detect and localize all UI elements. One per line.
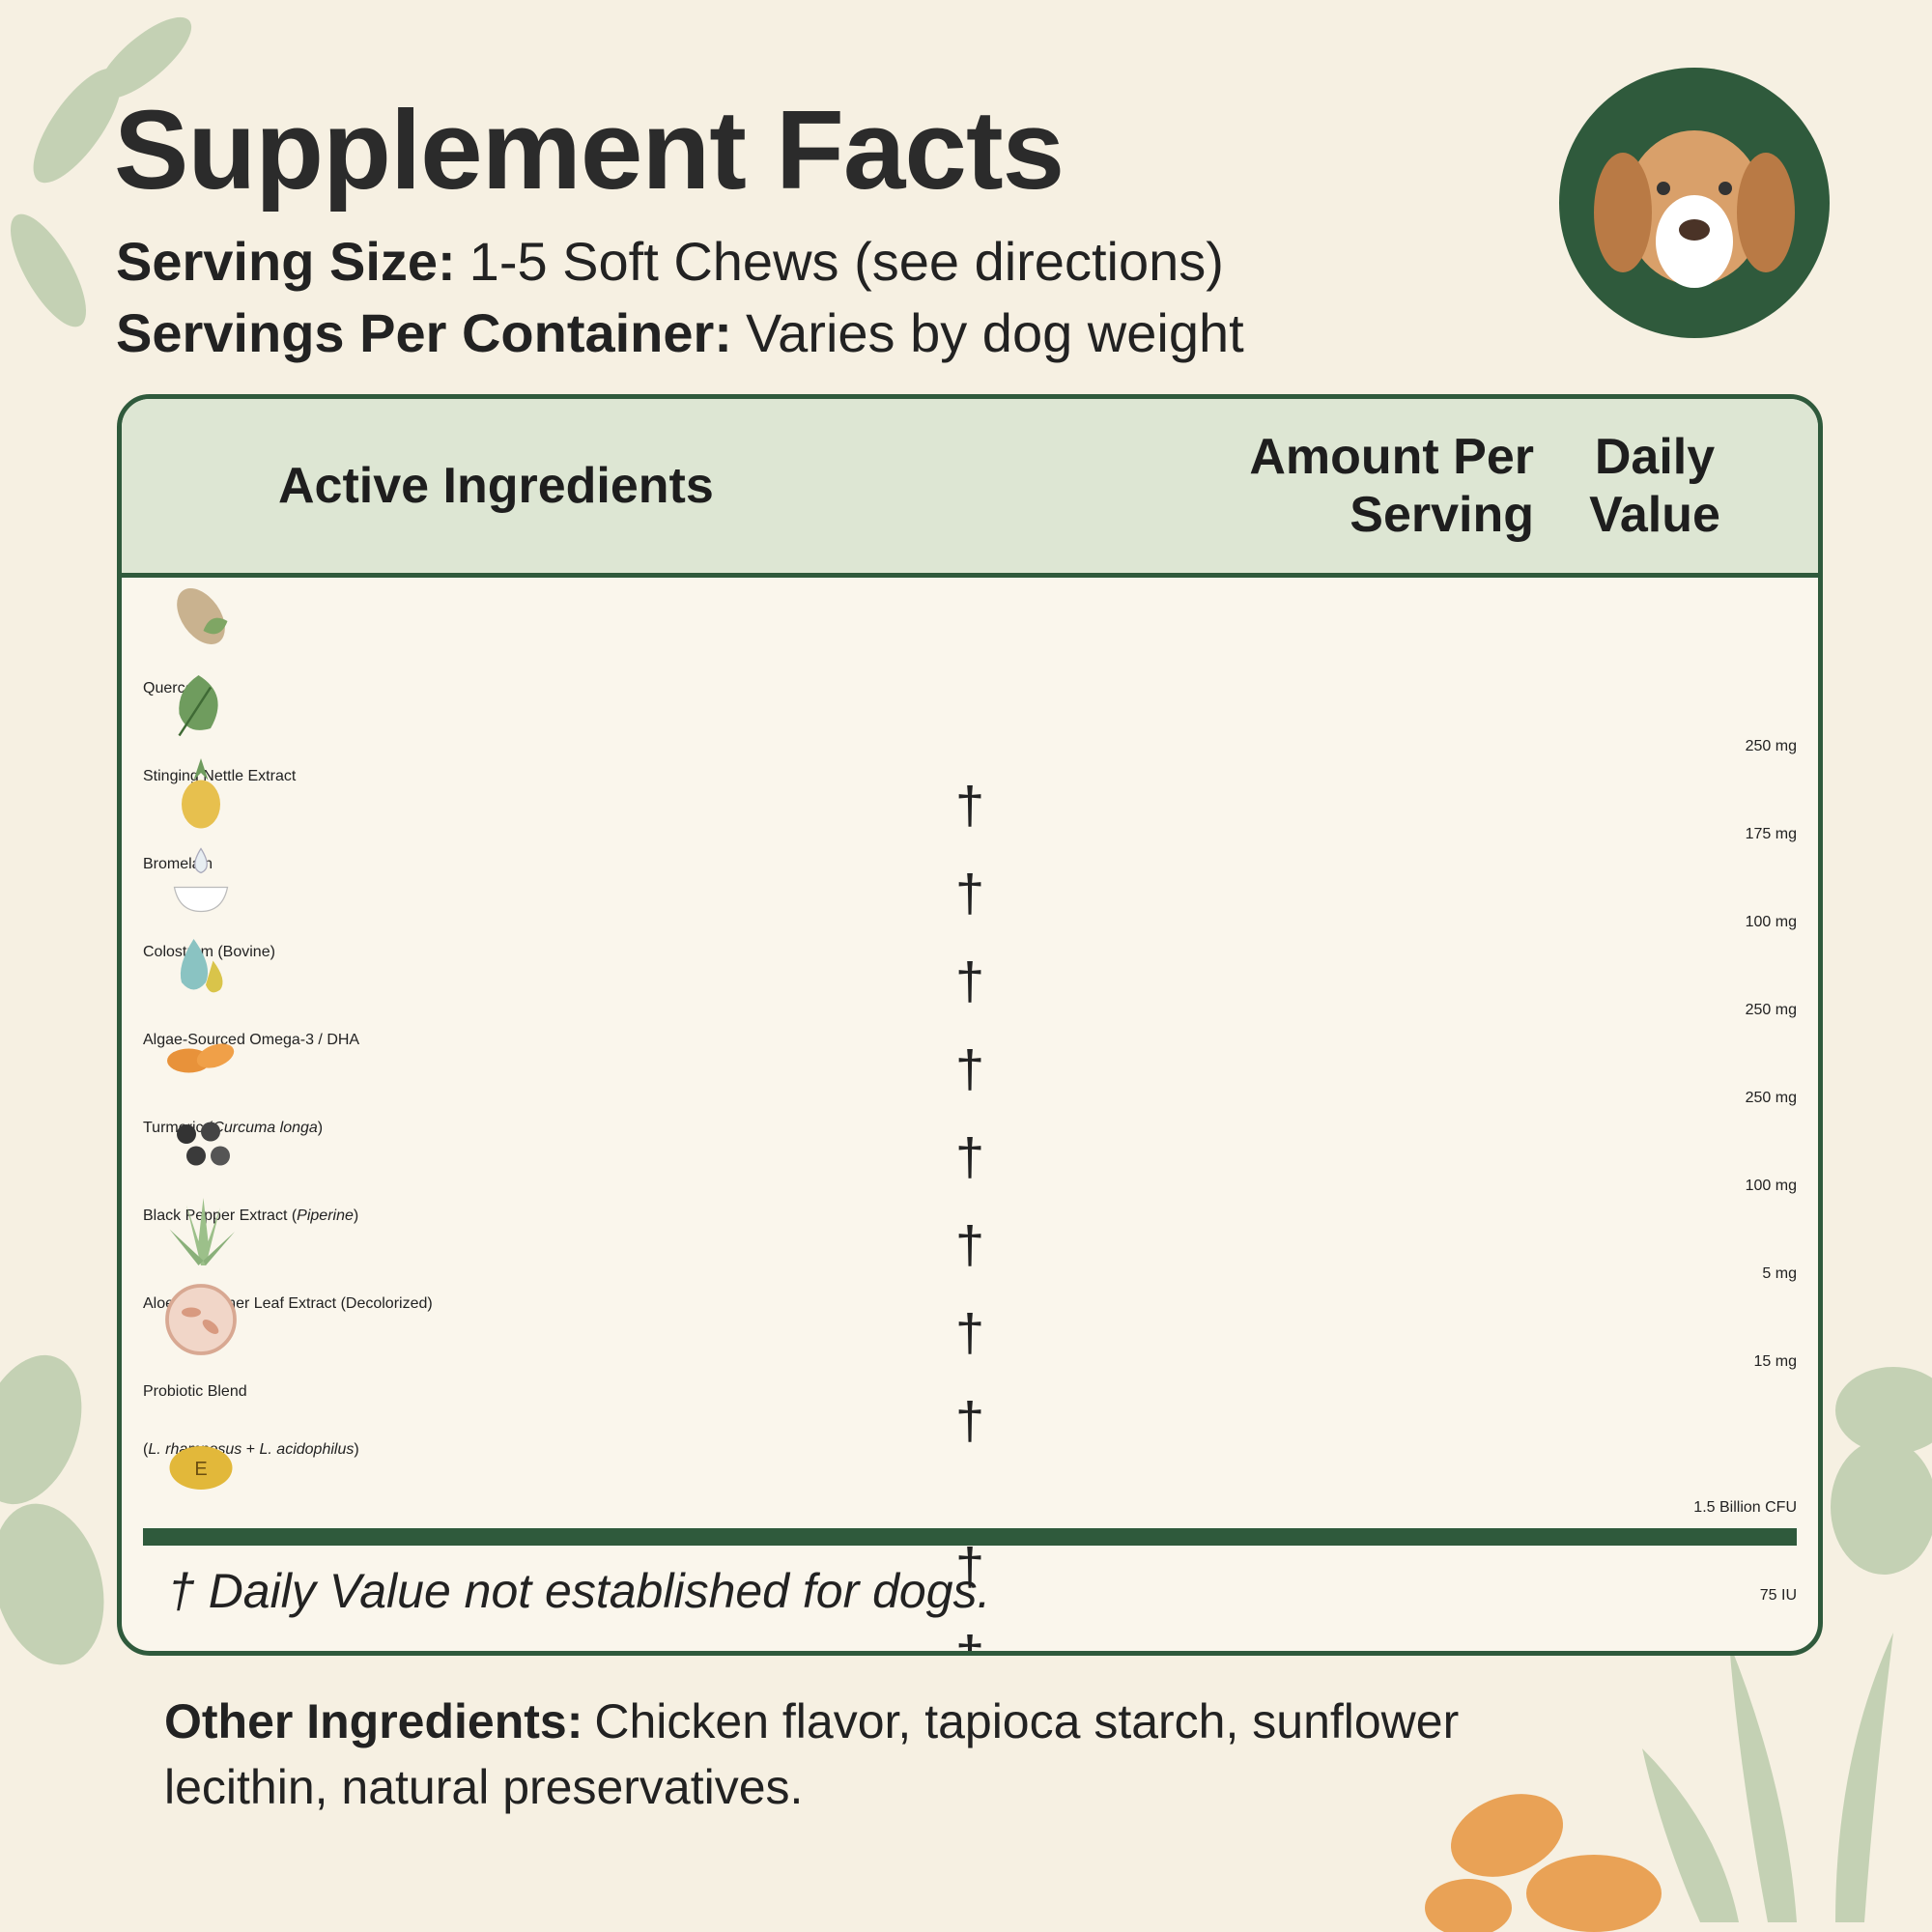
name-line: Probiotic Blend: [143, 1363, 1797, 1421]
label: Servings Per Container:: [116, 302, 732, 363]
daily-value: †: [954, 1392, 985, 1450]
text: Stinging Nettle Extract: [143, 768, 297, 784]
amount: 1.5 Billion CFU: [1693, 1499, 1797, 1516]
daily-value: †: [954, 952, 985, 1010]
daily-value: †: [954, 777, 985, 835]
italic-text: L. acidophilus: [259, 1441, 355, 1458]
servings-per-container: Servings Per Container: Varies by dog wei…: [116, 301, 1244, 364]
amount: 250 mg: [1745, 1090, 1797, 1106]
daily-value: †: [954, 865, 985, 923]
value: Varies by dog weight: [745, 302, 1244, 363]
icon: [180, 939, 223, 993]
name-line: Algae-Sourced Omega-3 / DHA: [143, 1011, 1797, 1069]
daily-value: †: [954, 1538, 985, 1596]
amount: 250 mg: [1745, 738, 1797, 754]
italic-text: Piperine: [297, 1208, 354, 1224]
name-line: Colostrum (Bovine): [143, 923, 1797, 981]
label: Serving Size:: [116, 231, 456, 292]
column-header: Active Ingredients: [278, 458, 714, 514]
icon: [173, 847, 229, 913]
daily-value: †: [954, 1128, 985, 1186]
amount: 75 IU: [1759, 1587, 1797, 1604]
icon: [182, 758, 220, 829]
other-ingredients: Other Ingredients: Chicken flavor, tapioc…: [164, 1689, 1613, 1820]
ingredient-name: Algae-Sourced Omega-3 / DHA: [143, 1011, 1797, 1069]
icon: E: [169, 1446, 233, 1490]
amount: 250 mg: [1745, 1002, 1797, 1018]
daily-value: †: [954, 1216, 985, 1274]
value: 1-5 Soft Chews (see directions): [469, 231, 1224, 292]
daily-value: †: [954, 1626, 985, 1656]
svg-text:E: E: [194, 1459, 207, 1480]
table-body: Quercetin 250 mg † Stinging Nettle Extract 1…: [143, 578, 1797, 1651]
footnote: † Daily Value not established for dogs.: [168, 1564, 991, 1618]
amount: 175 mg: [1745, 826, 1797, 842]
icon: [177, 1122, 230, 1166]
amount: 100 mg: [1745, 914, 1797, 930]
serving-size: Serving Size: 1-5 Soft Chews (see directi…: [116, 230, 1224, 293]
ingredient-name: Colostrum (Bovine): [143, 923, 1797, 981]
ingredient-name: Stinging Nettle Extract: [143, 748, 1797, 806]
icon: [177, 588, 228, 644]
amount: 100 mg: [1745, 1178, 1797, 1194]
text: (: [143, 1441, 149, 1458]
text: +: [242, 1441, 260, 1458]
amount: 5 mg: [1762, 1265, 1797, 1282]
column-header: Daily Value: [1589, 429, 1720, 543]
text: ): [317, 1120, 324, 1136]
icon: [178, 675, 218, 737]
text: Colostrum (Bovine): [143, 944, 275, 960]
italic-text: Curcuma longa: [213, 1120, 318, 1136]
ingredient-row: Black Pepper Extract (Piperine) 5 mg †: [143, 1105, 1797, 1362]
label: Other Ingredients:: [164, 1694, 583, 1748]
value: Chicken flavor, tapioca starch, sunflowe…: [164, 1694, 1460, 1814]
icon: [167, 1043, 235, 1073]
column-header: Amount Per Serving: [1249, 429, 1534, 543]
ingredient-name: Black Pepper Extract (Piperine): [143, 1187, 1797, 1245]
divider: [143, 1528, 1797, 1546]
ingredient-row: Bromelain 100 mg †: [143, 753, 1797, 1010]
ingredient-row: Stinging Nettle Extract 175 mg †: [143, 666, 1797, 923]
text: ): [354, 1441, 359, 1458]
title: Supplement Facts: [114, 87, 1065, 213]
ingredient-row: Colostrum (Bovine) 250 mg †: [143, 841, 1797, 1098]
daily-value: †: [954, 1304, 985, 1362]
amount: 15 mg: [1753, 1353, 1797, 1370]
name-line: Black Pepper Extract (Piperine): [143, 1187, 1797, 1245]
name-line: Stinging Nettle Extract: [143, 748, 1797, 806]
text: Algae-Sourced Omega-3 / DHA: [143, 1032, 360, 1048]
icon: [169, 1198, 235, 1265]
facts-table: Active Ingredients Amount Per Serving Da…: [117, 394, 1823, 1656]
daily-value: †: [954, 1040, 985, 1098]
ingredient-row: Algae-Sourced Omega-3 / DHA 250 mg †: [143, 929, 1797, 1186]
text: ): [353, 1208, 359, 1224]
ingredient-row: Probiotic Blend(L. rhamnosus + L. acidop…: [143, 1281, 1797, 1596]
text: Black Pepper Extract (: [143, 1208, 298, 1224]
table-header: Active Ingredients Amount Per Serving Da…: [122, 399, 1818, 578]
icon: [165, 1284, 237, 1355]
ingredient-row: Quercetin 250 mg †: [143, 578, 1797, 835]
text: Probiotic Blend: [143, 1383, 247, 1400]
